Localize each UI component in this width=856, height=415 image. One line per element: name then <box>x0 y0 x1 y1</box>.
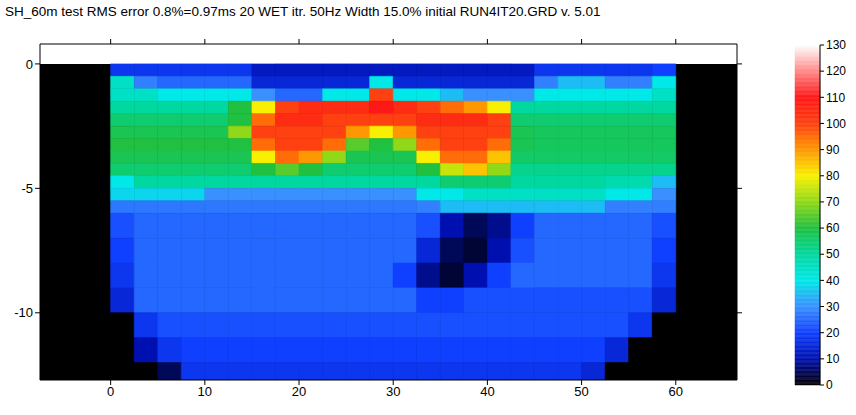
svg-text:110: 110 <box>826 91 845 105</box>
svg-text:50: 50 <box>574 384 588 399</box>
svg-text:130: 130 <box>826 38 846 52</box>
svg-text:40: 40 <box>826 274 840 288</box>
svg-text:30: 30 <box>386 384 400 399</box>
svg-text:0: 0 <box>107 384 114 399</box>
svg-text:10: 10 <box>826 352 840 366</box>
svg-text:50: 50 <box>826 247 840 261</box>
svg-text:60: 60 <box>669 384 683 399</box>
svg-text:10: 10 <box>198 384 212 399</box>
svg-text:120: 120 <box>826 64 846 78</box>
svg-text:80: 80 <box>826 169 840 183</box>
svg-text:90: 90 <box>826 143 840 157</box>
svg-text:60: 60 <box>826 221 840 235</box>
svg-text:40: 40 <box>480 384 494 399</box>
svg-text:70: 70 <box>826 195 840 209</box>
svg-text:100: 100 <box>826 117 846 131</box>
svg-text:0: 0 <box>26 57 33 72</box>
svg-text:-5: -5 <box>21 181 33 196</box>
svg-text:20: 20 <box>826 326 840 340</box>
svg-text:20: 20 <box>292 384 306 399</box>
html-text:SH_60m test RMS error 0.8%=0.9: SH_60m test RMS error 0.8%=0.97ms 20 WET… <box>5 4 601 19</box>
svg-text:-10: -10 <box>14 305 33 320</box>
svg-text:0: 0 <box>826 378 833 392</box>
svg-text:30: 30 <box>826 300 840 314</box>
